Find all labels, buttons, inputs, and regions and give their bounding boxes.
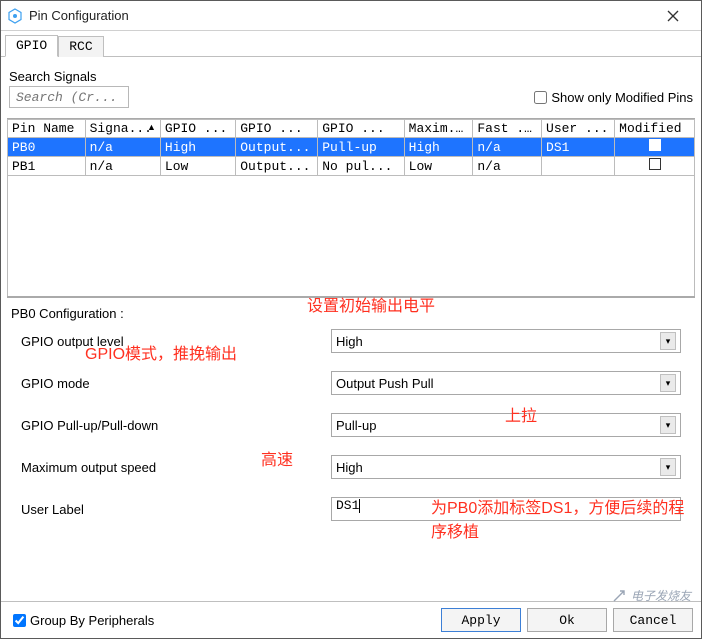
- config-value: High: [336, 334, 363, 349]
- table-cell: n/a: [473, 138, 542, 157]
- config-label: GPIO mode: [21, 376, 331, 391]
- config-row: Maximum output speed High ▾: [21, 455, 681, 479]
- table-cell: n/a: [473, 157, 542, 176]
- table-cell: PB1: [8, 157, 86, 176]
- config-title: PB0 Configuration :: [11, 306, 691, 321]
- config-value: High: [336, 460, 363, 475]
- table-header-cell[interactable]: Modified: [615, 120, 695, 138]
- table-empty-area: [7, 176, 695, 296]
- table-cell: Output...: [236, 138, 318, 157]
- group-by-check[interactable]: [13, 614, 26, 627]
- table-header-row: Pin NameSigna...▲GPIO ...GPIO ...GPIO ..…: [8, 120, 695, 138]
- button-bar: Group By Peripherals Apply Ok Cancel: [1, 601, 701, 638]
- tab-bar: GPIO RCC: [1, 31, 701, 57]
- titlebar: Pin Configuration: [1, 1, 701, 31]
- table-cell: DS1: [542, 138, 615, 157]
- config-select[interactable]: Pull-up ▾: [331, 413, 681, 437]
- search-label: Search Signals: [9, 69, 693, 84]
- sort-icon: ▲: [147, 122, 156, 132]
- text-cursor: [359, 499, 360, 513]
- pin-table: Pin NameSigna...▲GPIO ...GPIO ...GPIO ..…: [7, 118, 695, 297]
- config-label: GPIO Pull-up/Pull-down: [21, 418, 331, 433]
- chevron-down-icon: ▾: [660, 458, 676, 476]
- table-cell: Low: [160, 157, 235, 176]
- config-select[interactable]: Output Push Pull ▾: [331, 371, 681, 395]
- table-header-cell[interactable]: GPIO ...: [160, 120, 235, 138]
- show-modified-checkbox[interactable]: Show only Modified Pins: [530, 88, 693, 107]
- table-cell: PB0: [8, 138, 86, 157]
- table-header-cell[interactable]: GPIO ...: [236, 120, 318, 138]
- config-row: User LabelDS1: [21, 497, 681, 521]
- table-header-cell[interactable]: Pin Name: [8, 120, 86, 138]
- modified-checkbox[interactable]: [649, 139, 661, 151]
- show-modified-label: Show only Modified Pins: [551, 90, 693, 105]
- apply-button[interactable]: Apply: [441, 608, 521, 632]
- config-row: GPIO output level High ▾: [21, 329, 681, 353]
- table-cell: n/a: [85, 138, 160, 157]
- config-select[interactable]: High ▾: [331, 329, 681, 353]
- config-panel: PB0 Configuration : GPIO output levelHig…: [7, 297, 695, 525]
- table-cell: No pul...: [318, 157, 404, 176]
- table-row[interactable]: PB1n/aLowOutput...No pul...Lown/a: [8, 157, 695, 176]
- config-input[interactable]: DS1: [331, 497, 681, 521]
- config-value: Pull-up: [336, 418, 376, 433]
- table-cell: Low: [404, 157, 473, 176]
- window-title: Pin Configuration: [29, 8, 651, 23]
- table-header-cell[interactable]: Fast ...: [473, 120, 542, 138]
- config-label: User Label: [21, 502, 331, 517]
- app-icon: [7, 8, 23, 24]
- config-label: Maximum output speed: [21, 460, 331, 475]
- modified-cell: [615, 138, 695, 157]
- cancel-button[interactable]: Cancel: [613, 608, 693, 632]
- config-row: GPIO mode Output Push Pull ▾: [21, 371, 681, 395]
- search-section: Search Signals Show only Modified Pins: [9, 69, 693, 108]
- table-header-cell[interactable]: Maxim...: [404, 120, 473, 138]
- config-row: GPIO Pull-up/Pull-down Pull-up ▾: [21, 413, 681, 437]
- watermark-icon: [611, 588, 627, 604]
- modified-checkbox[interactable]: [649, 158, 661, 170]
- window: Pin Configuration GPIO RCC Search Signal…: [0, 0, 702, 639]
- table-cell: Output...: [236, 157, 318, 176]
- body: Search Signals Show only Modified Pins P…: [1, 57, 701, 601]
- chevron-down-icon: ▾: [660, 374, 676, 392]
- ok-button[interactable]: Ok: [527, 608, 607, 632]
- table-cell: Pull-up: [318, 138, 404, 157]
- table-header-cell[interactable]: User ...: [542, 120, 615, 138]
- table-cell: n/a: [85, 157, 160, 176]
- group-by-peripherals[interactable]: Group By Peripherals: [9, 611, 154, 630]
- table-header-cell[interactable]: Signa...▲: [85, 120, 160, 138]
- tab-rcc[interactable]: RCC: [58, 36, 103, 57]
- close-button[interactable]: [651, 2, 695, 30]
- tab-gpio[interactable]: GPIO: [5, 35, 58, 57]
- table-header-cell[interactable]: GPIO ...: [318, 120, 404, 138]
- config-label: GPIO output level: [21, 334, 331, 349]
- watermark: 电子发烧友: [611, 587, 691, 604]
- config-select[interactable]: High ▾: [331, 455, 681, 479]
- table-cell: High: [160, 138, 235, 157]
- search-input[interactable]: [9, 86, 129, 108]
- modified-cell: [615, 157, 695, 176]
- table-cell: [542, 157, 615, 176]
- table-row[interactable]: PB0n/aHighOutput...Pull-upHighn/aDS1: [8, 138, 695, 157]
- chevron-down-icon: ▾: [660, 416, 676, 434]
- config-value: Output Push Pull: [336, 376, 434, 391]
- show-modified-check[interactable]: [534, 91, 547, 104]
- close-icon: [667, 10, 679, 22]
- group-by-label: Group By Peripherals: [30, 613, 154, 628]
- chevron-down-icon: ▾: [660, 332, 676, 350]
- table-cell: High: [404, 138, 473, 157]
- table-body: PB0n/aHighOutput...Pull-upHighn/aDS1PB1n…: [8, 138, 695, 176]
- watermark-text: 电子发烧友: [631, 587, 691, 604]
